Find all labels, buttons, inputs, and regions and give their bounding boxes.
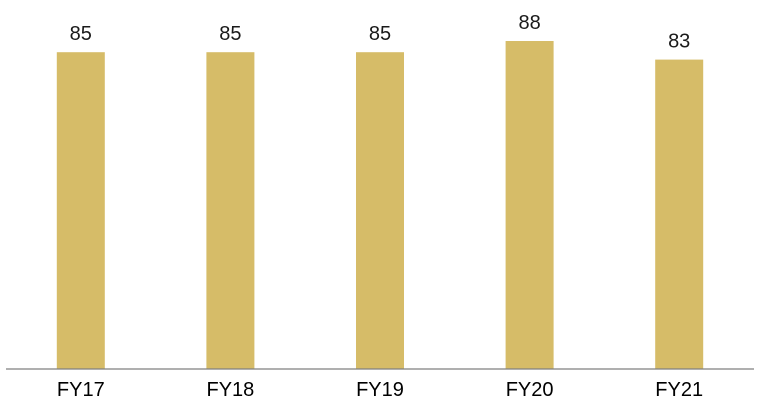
bar-fy19: [356, 52, 404, 369]
x-tick-label-fy17: FY17: [57, 379, 105, 401]
x-tick-label-fy18: FY18: [206, 379, 254, 401]
data-label-fy20: 88: [518, 12, 540, 34]
x-tick-label-fy21: FY21: [655, 379, 703, 401]
bar-fy18: [206, 52, 255, 369]
data-label-fy18: 85: [219, 23, 241, 45]
data-label-fy17: 85: [70, 23, 92, 45]
bar-fy17: [56, 52, 105, 369]
x-tick-label-fy20: FY20: [506, 379, 554, 401]
bar-fy20: [505, 41, 554, 369]
data-label-fy21: 83: [668, 31, 690, 53]
data-label-fy19: 85: [369, 23, 391, 45]
data-labels-group: 85 85 85 88 83: [70, 12, 691, 53]
bar-fy21: [655, 59, 704, 369]
bars-group: [56, 41, 704, 369]
x-tick-labels-group: FY17 FY18 FY19 FY20 FY21: [57, 379, 703, 401]
x-tick-label-fy19: FY19: [356, 379, 404, 401]
